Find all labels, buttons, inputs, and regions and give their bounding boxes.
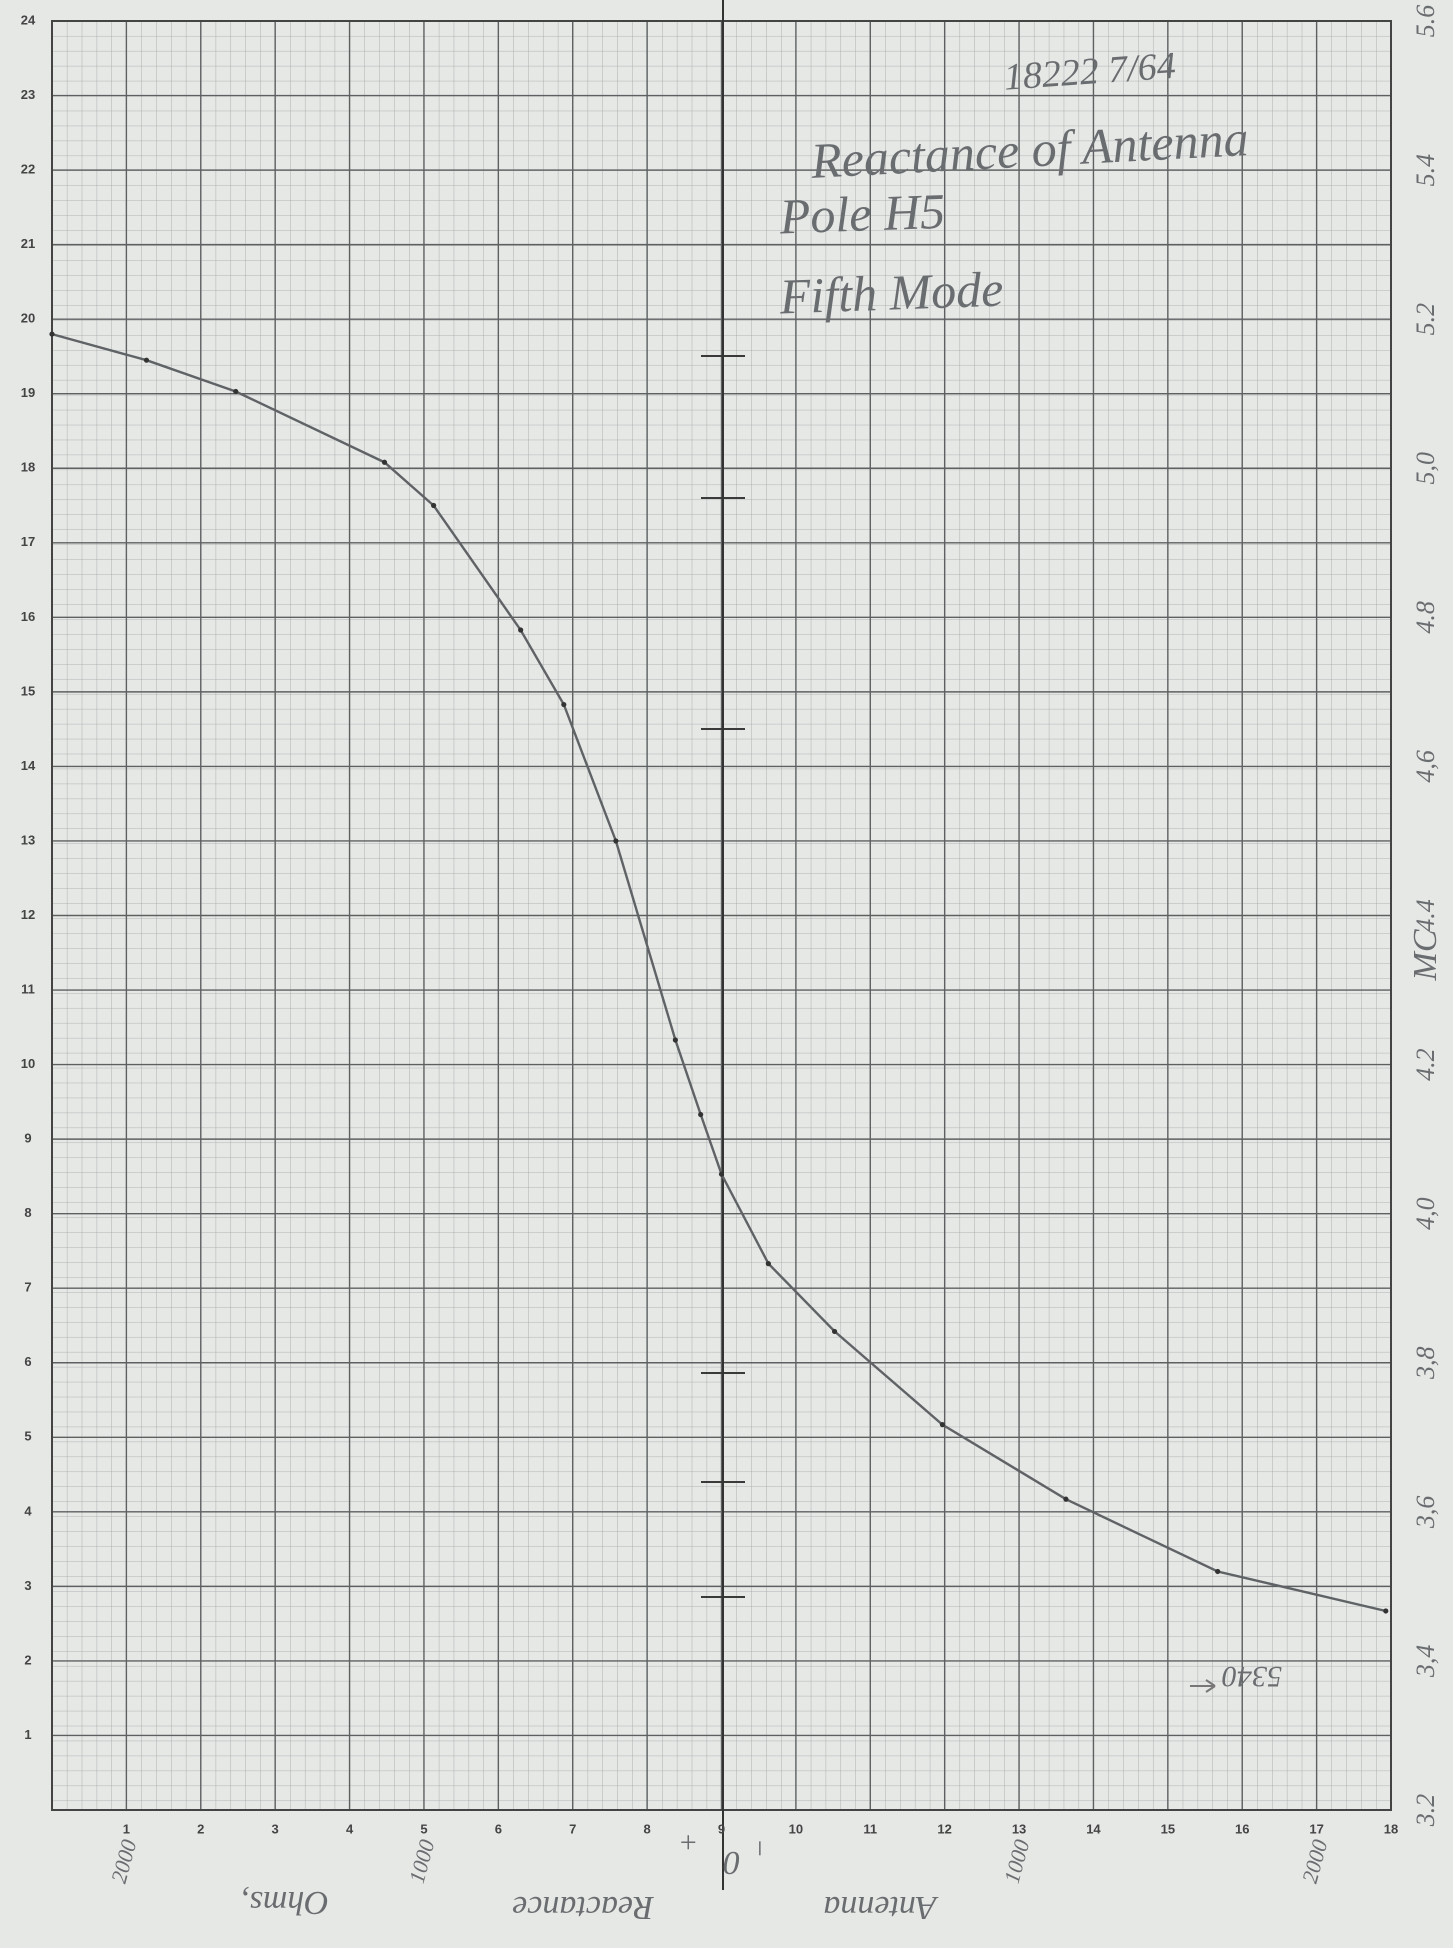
y-tick-label: 4 (24, 1503, 32, 1518)
y2-tick-label: 3,4 (1411, 1645, 1440, 1679)
data-point (940, 1422, 945, 1427)
y2-tick-label: 3,6 (1411, 1496, 1440, 1530)
data-point (1215, 1569, 1220, 1574)
y-tick-label: 10 (21, 1056, 35, 1071)
y2-tick-label: 4.8 (1411, 601, 1440, 634)
y2-tick-label: 5,0 (1411, 452, 1440, 485)
y-tick-label: 17 (21, 534, 35, 549)
x-tick-label: 2 (197, 1821, 204, 1836)
annotation: 0 (723, 1845, 740, 1882)
annotation: 2000 (106, 1837, 142, 1886)
annotation: 2000 (1297, 1837, 1333, 1886)
y-tick-label: 16 (21, 609, 35, 624)
data-point (673, 1037, 678, 1042)
y2-tick-label: 4,6 (1411, 750, 1440, 783)
y-tick-label: 8 (24, 1205, 31, 1220)
data-point (233, 389, 238, 394)
y-tick-label: 9 (24, 1131, 31, 1146)
x-tick-label: 7 (569, 1821, 576, 1836)
x-tick-label: 15 (1161, 1821, 1175, 1836)
x-tick-label: 4 (346, 1821, 354, 1836)
y-tick-label: 6 (24, 1354, 31, 1369)
y-tick-label: 24 (21, 12, 36, 27)
x-tick-label: 13 (1012, 1821, 1026, 1836)
y2-tick-label: 4,0 (1411, 1197, 1440, 1230)
y-tick-label: 13 (21, 832, 35, 847)
annotation: Ohms, (241, 1884, 329, 1921)
x-tick-label: 5 (420, 1821, 427, 1836)
chart: 1234567891011121314151617181920212223241… (0, 0, 1453, 1943)
y-tick-label: 18 (21, 460, 35, 475)
annotation: − (743, 1838, 776, 1858)
data-point (561, 702, 566, 707)
x-tick-label: 3 (272, 1821, 279, 1836)
y-tick-label: 20 (21, 311, 35, 326)
data-point (1383, 1608, 1388, 1613)
y-tick-label: 22 (21, 162, 35, 177)
data-point (144, 358, 149, 363)
annotation: 1000 (999, 1837, 1035, 1886)
annotation: 5340 (1222, 1660, 1282, 1693)
annotation: Fifth Mode (778, 261, 1004, 325)
data-point (698, 1112, 703, 1117)
x-tick-label: 10 (789, 1821, 803, 1836)
x-tick-label: 8 (643, 1821, 650, 1836)
x-tick-label: 17 (1309, 1821, 1323, 1836)
y-tick-label: 11 (21, 981, 35, 996)
y-tick-label: 2 (24, 1652, 31, 1667)
y2-tick-label: 5.4 (1411, 154, 1440, 187)
annotation: Antenna (823, 1889, 938, 1926)
x-tick-label: 14 (1086, 1821, 1101, 1836)
y2-tick-label: 5.6 (1411, 5, 1440, 38)
page: {"chart_data": { "type": "line", "x": [0… (0, 0, 1453, 1943)
data-point (49, 331, 54, 336)
y-tick-label: 3 (24, 1578, 31, 1593)
annotation: Pole H5 (778, 183, 946, 245)
annotation: + (678, 1826, 698, 1859)
y-tick-label: 21 (21, 236, 35, 251)
y-tick-label: 19 (21, 385, 35, 400)
y-tick-label: 7 (24, 1280, 31, 1295)
annotation: MC (1407, 929, 1444, 981)
data-point (719, 1172, 724, 1177)
data-point (1063, 1497, 1068, 1502)
annotation: 1000 (404, 1837, 440, 1886)
data-point (382, 460, 387, 465)
data-point (832, 1329, 837, 1334)
x-tick-label: 9 (718, 1821, 725, 1836)
x-tick-label: 6 (495, 1821, 502, 1836)
x-tick-label: 16 (1235, 1821, 1249, 1836)
y-tick-label: 15 (21, 683, 35, 698)
annotation: Reactance (512, 1889, 655, 1926)
data-point (431, 503, 436, 508)
data-point (518, 627, 523, 632)
y-tick-label: 5 (24, 1429, 31, 1444)
data-point (766, 1261, 771, 1266)
y-tick-label: 12 (21, 907, 35, 922)
y2-tick-label: 3,8 (1411, 1347, 1440, 1381)
y2-tick-label: 5.2 (1411, 303, 1440, 336)
x-tick-label: 18 (1384, 1821, 1398, 1836)
x-tick-label: 12 (937, 1821, 951, 1836)
x-tick-label: 1 (123, 1821, 130, 1836)
y2-tick-label: 4.2 (1411, 1048, 1440, 1081)
y2-tick-label: 3.2 (1411, 1794, 1440, 1828)
y-tick-label: 23 (21, 87, 35, 102)
x-tick-label: 11 (863, 1821, 877, 1836)
y-tick-label: 14 (21, 758, 36, 773)
y2-tick-label: 4.4 (1411, 899, 1440, 932)
data-point (613, 838, 618, 843)
y-tick-label: 1 (24, 1727, 31, 1742)
